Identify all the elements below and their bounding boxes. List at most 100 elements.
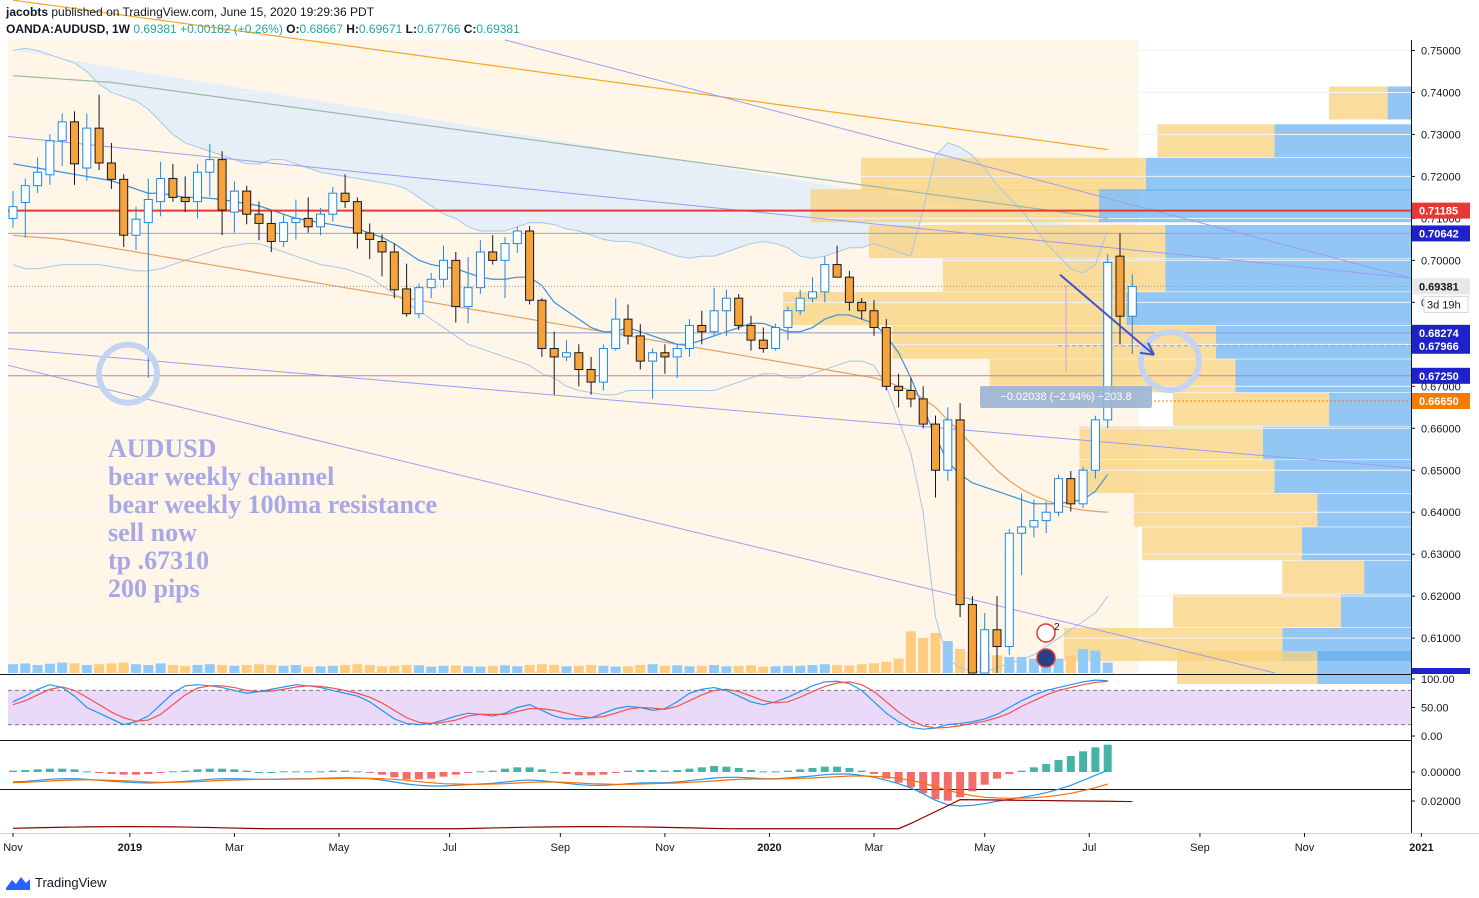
- volume-bar: [315, 666, 326, 673]
- macd-histogram-bar: [328, 770, 337, 772]
- macd-histogram-bar: [599, 772, 608, 775]
- volume-bar: [303, 666, 314, 673]
- roc-tick-label: 0.02000: [1421, 796, 1461, 808]
- volume-profile-down: [1145, 157, 1411, 191]
- time-tick-label: Nov: [655, 842, 675, 854]
- volume-profile-down: [1216, 325, 1411, 359]
- candle: [33, 171, 43, 187]
- macd-histogram-bar: [9, 770, 17, 772]
- macd-histogram-bar: [402, 772, 411, 780]
- candle: [463, 287, 473, 308]
- circle-marker: [96, 341, 160, 406]
- publish-info: published on TradingView.com, June 15, 2…: [51, 5, 375, 19]
- volume-bar: [20, 663, 31, 673]
- macd-line: [12, 769, 1108, 807]
- volume-bar: [180, 665, 191, 673]
- candle: [414, 287, 424, 315]
- volume-profile-up: [868, 224, 1166, 258]
- time-tick-label: May: [329, 842, 350, 854]
- annotation-line: bear weekly 100ma resistance: [108, 490, 438, 519]
- macd-histogram-bar: [759, 771, 768, 773]
- volume-profile-up: [1173, 594, 1341, 628]
- macd-histogram-bar: [45, 768, 54, 772]
- volume-bar: [413, 665, 424, 673]
- trade-annotation[interactable]: AUDUSD bear weekly channel bear weekly 1…: [108, 435, 437, 603]
- annotation-line: sell now: [108, 518, 197, 547]
- volume-bar: [942, 641, 953, 673]
- price-axis-bg: [1411, 40, 1479, 833]
- candle: [685, 324, 694, 350]
- macd-histogram-bar: [993, 772, 1001, 779]
- volume-bar: [610, 666, 621, 673]
- price-label: 0.71185: [1419, 206, 1458, 218]
- candle: [451, 259, 461, 308]
- macd-histogram-bar: [820, 766, 829, 772]
- candle: [70, 121, 79, 165]
- candle: [1029, 520, 1039, 528]
- time-tick-label: Jul: [443, 842, 457, 854]
- macd-histogram-bar: [242, 770, 251, 772]
- volume-bar: [81, 665, 92, 673]
- volume-bar: [536, 664, 547, 673]
- macd-histogram-bar: [1029, 767, 1038, 772]
- volume-bar: [106, 663, 117, 673]
- volume-bar: [229, 665, 240, 673]
- low-label: L:: [405, 22, 417, 36]
- time-tick-label: Mar: [225, 842, 244, 854]
- macd-histogram-bar: [870, 772, 878, 774]
- candle: [1066, 478, 1076, 505]
- us-flag-icon: [1036, 623, 1056, 643]
- volume-profile-down: [1262, 426, 1411, 460]
- bollinger-upper: [12, 47, 1109, 274]
- candle: [598, 348, 608, 383]
- price-label: 0.70642: [1419, 228, 1459, 240]
- price-label: 0.69381: [1419, 281, 1459, 293]
- symbol[interactable]: OANDA:AUDUSD, 1W: [6, 22, 130, 36]
- stoch-d-line: [12, 680, 1108, 729]
- volume-bar: [426, 666, 437, 673]
- macd-histogram-bar: [451, 772, 460, 775]
- footer-brand[interactable]: TradingView: [6, 875, 107, 890]
- candle: [1041, 511, 1051, 522]
- macd-histogram-bar: [1091, 747, 1100, 772]
- macd-histogram-bar: [845, 768, 854, 772]
- candle: [57, 121, 67, 142]
- volume-bar: [241, 665, 252, 673]
- volume-bar: [881, 661, 892, 673]
- macd-histogram-bar: [710, 766, 719, 772]
- volume-bar: [795, 665, 806, 673]
- macd-histogram-bar: [291, 771, 300, 773]
- macd-histogram-bar: [168, 771, 177, 773]
- price-tick-label: 0.66000: [1421, 423, 1461, 435]
- channel-upper-line: [7, 136, 1412, 279]
- macd-histogram-bar: [882, 772, 891, 779]
- volume-bar: [463, 666, 474, 673]
- candle: [266, 222, 276, 242]
- macd-histogram-bar: [943, 772, 952, 801]
- candle: [525, 230, 535, 301]
- tradingview-logo-icon: [6, 876, 30, 890]
- author[interactable]: jacobts: [6, 5, 49, 19]
- volume-bar: [278, 665, 289, 673]
- macd-histogram-bar: [1017, 770, 1026, 772]
- candle: [439, 259, 448, 280]
- volume-bar: [721, 666, 732, 673]
- last-price: 0.69381: [133, 22, 177, 36]
- candle: [328, 192, 338, 215]
- price-range-measure[interactable]: −0.02038 (−2.94%) −203.8: [980, 386, 1152, 408]
- price-change: +0.00182 (+0.26%): [180, 22, 283, 36]
- time-tick-label: Jul: [1082, 842, 1096, 854]
- macd-histogram-bar: [980, 772, 989, 785]
- macd-histogram-bar: [562, 772, 571, 774]
- candle: [193, 171, 202, 203]
- event-count: 2: [1054, 622, 1060, 633]
- time-tick-label: May: [974, 842, 995, 854]
- macd-histogram-bar: [341, 770, 350, 772]
- candle: [697, 324, 707, 333]
- close-label: C:: [463, 22, 477, 36]
- stoch-k-line: [12, 679, 1108, 730]
- stoch-band: [8, 690, 1411, 725]
- channel-top-line: [504, 39, 1412, 279]
- macd-histogram-bar: [390, 772, 399, 778]
